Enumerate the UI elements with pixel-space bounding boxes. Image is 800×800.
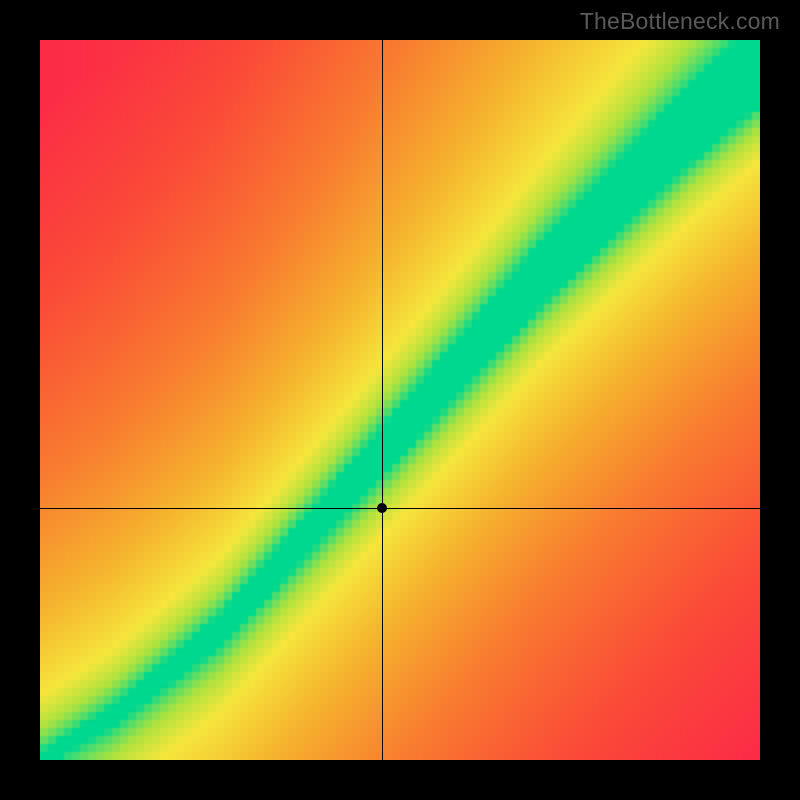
watermark-text: TheBottleneck.com xyxy=(580,8,780,35)
chart-container: TheBottleneck.com xyxy=(0,0,800,800)
crosshair-marker xyxy=(377,503,387,513)
crosshair-vertical xyxy=(382,40,383,760)
plot-area xyxy=(40,40,760,760)
crosshair-horizontal xyxy=(40,508,760,509)
heatmap-canvas xyxy=(40,40,760,760)
